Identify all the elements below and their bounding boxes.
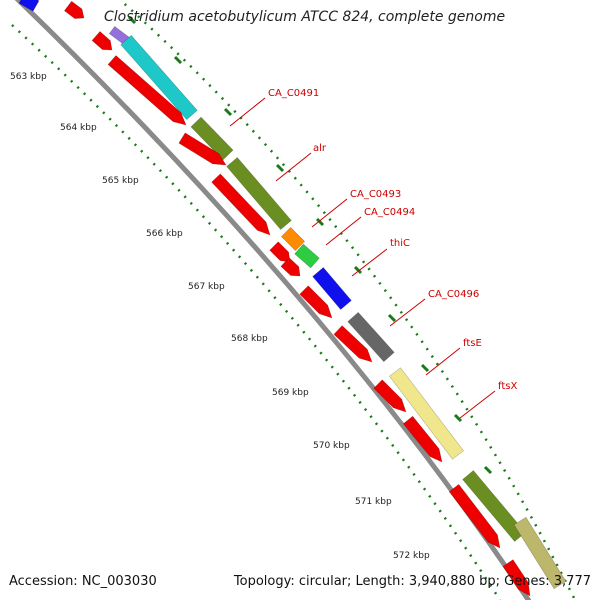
tick-dash (173, 55, 183, 65)
gene-feature (269, 241, 291, 263)
label-leader-line (311, 198, 348, 228)
tick-dash (453, 413, 463, 423)
tick-dash (420, 363, 430, 373)
gene-feature (373, 379, 407, 413)
gene-feature (347, 311, 395, 363)
label-leader-line (389, 298, 426, 327)
gene-label[interactable]: CA_C0491 (268, 88, 319, 99)
label-leader-line (351, 248, 388, 277)
tick-label: 564 kbp (60, 123, 97, 133)
gene-feature (91, 31, 113, 51)
tick-label: 567 kbp (188, 282, 225, 292)
gene-feature (178, 132, 227, 166)
map-title: Clostridium acetobutylicum ATCC 824, com… (104, 9, 506, 25)
tick-dash (483, 465, 493, 475)
gene-label[interactable]: CA_C0493 (350, 189, 401, 200)
tick-dash (387, 313, 397, 323)
outer-ruler (118, 0, 577, 600)
gene-feature (389, 367, 464, 460)
tick-label: 571 kbp (355, 497, 392, 507)
gene-feature (294, 243, 320, 269)
gene-feature (299, 285, 333, 319)
gene-feature (120, 34, 198, 121)
tick-label: 563 kbp (10, 72, 47, 82)
genome-summary: Topology: circular; Length: 3,940,880 bp… (233, 574, 591, 589)
gene-label[interactable]: alr (313, 143, 327, 154)
gene-feature (18, 0, 40, 12)
label-leader-line (425, 347, 461, 376)
gene-feature (107, 55, 187, 126)
gene-label[interactable]: ftsE (463, 338, 482, 349)
gene-feature (312, 267, 352, 310)
tick-label: 569 kbp (272, 388, 309, 398)
gene-label[interactable]: CA_C0496 (428, 289, 479, 300)
inner-ruler (11, 24, 502, 600)
accession-text: Accession: NC_003030 (9, 574, 157, 589)
gene-label[interactable]: CA_C0494 (364, 207, 415, 218)
label-leader-line (275, 152, 312, 182)
tick-label: 565 kbp (102, 176, 139, 186)
gene-feature (280, 226, 306, 252)
gene-label[interactable]: ftsX (498, 381, 517, 392)
tick-dash (223, 107, 233, 117)
tick-dash (275, 163, 285, 173)
gene-feature (280, 257, 301, 277)
gene-feature (402, 415, 443, 463)
label-leader-line (229, 97, 266, 127)
tick-dash (127, 15, 137, 25)
gene-feature (211, 173, 271, 236)
gene-feature (513, 516, 567, 590)
tick-dash (353, 265, 363, 275)
gene-feature (63, 0, 85, 19)
gene-feature (448, 483, 501, 549)
tick-dash (315, 217, 325, 227)
tick-label: 566 kbp (146, 229, 183, 239)
gene-feature (502, 559, 531, 597)
label-leader-line (459, 390, 496, 419)
tick-label: 572 kbp (393, 551, 430, 561)
label-leader-line (325, 216, 362, 246)
gene-label[interactable]: thiC (390, 238, 410, 249)
gene-feature (190, 116, 234, 161)
tick-label: 568 kbp (231, 334, 268, 344)
gene-feature (226, 157, 292, 230)
gene-feature (333, 325, 373, 363)
tick-label: 570 kbp (313, 441, 350, 451)
